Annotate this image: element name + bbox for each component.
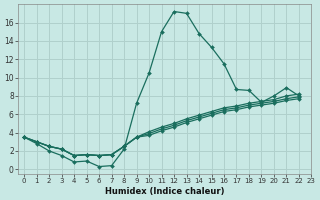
- X-axis label: Humidex (Indice chaleur): Humidex (Indice chaleur): [105, 187, 224, 196]
